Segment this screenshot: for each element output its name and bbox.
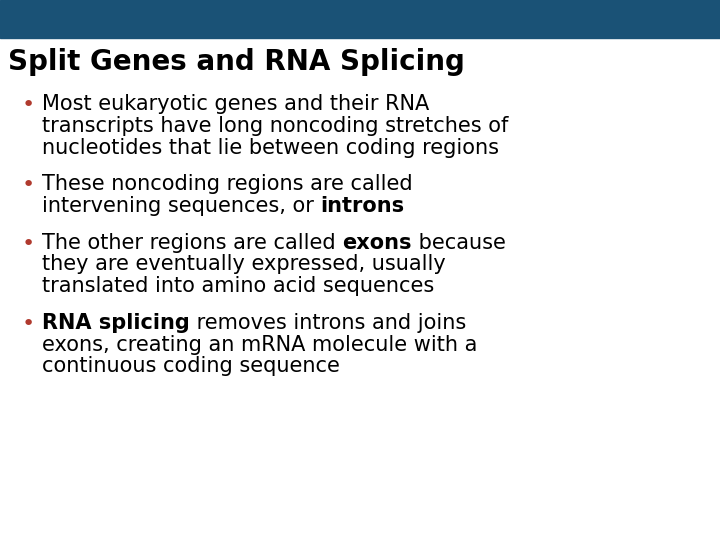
Text: because: because (412, 233, 505, 253)
Text: Split Genes and RNA Splicing: Split Genes and RNA Splicing (8, 48, 465, 76)
Text: •: • (22, 234, 35, 254)
Text: introns: introns (320, 196, 405, 216)
Text: exons, creating an mRNA molecule with a: exons, creating an mRNA molecule with a (42, 335, 477, 355)
Text: removes introns and joins: removes introns and joins (190, 313, 466, 333)
Text: exons: exons (342, 233, 412, 253)
Text: •: • (22, 314, 35, 334)
Text: The other regions are called: The other regions are called (42, 233, 342, 253)
Text: •: • (22, 176, 35, 195)
Text: These noncoding regions are called: These noncoding regions are called (42, 174, 413, 194)
Text: •: • (22, 95, 35, 115)
Text: Most eukaryotic genes and their RNA: Most eukaryotic genes and their RNA (42, 94, 429, 114)
Text: translated into amino acid sequences: translated into amino acid sequences (42, 276, 434, 296)
Bar (0, 0, 720, 38)
Text: intervening sequences, or: intervening sequences, or (42, 196, 320, 216)
Text: RNA splicing: RNA splicing (42, 313, 190, 333)
Text: they are eventually expressed, usually: they are eventually expressed, usually (42, 254, 446, 274)
Text: continuous coding sequence: continuous coding sequence (42, 356, 340, 376)
Text: nucleotides that lie between coding regions: nucleotides that lie between coding regi… (42, 138, 499, 158)
Text: transcripts have long noncoding stretches of: transcripts have long noncoding stretche… (42, 116, 508, 136)
